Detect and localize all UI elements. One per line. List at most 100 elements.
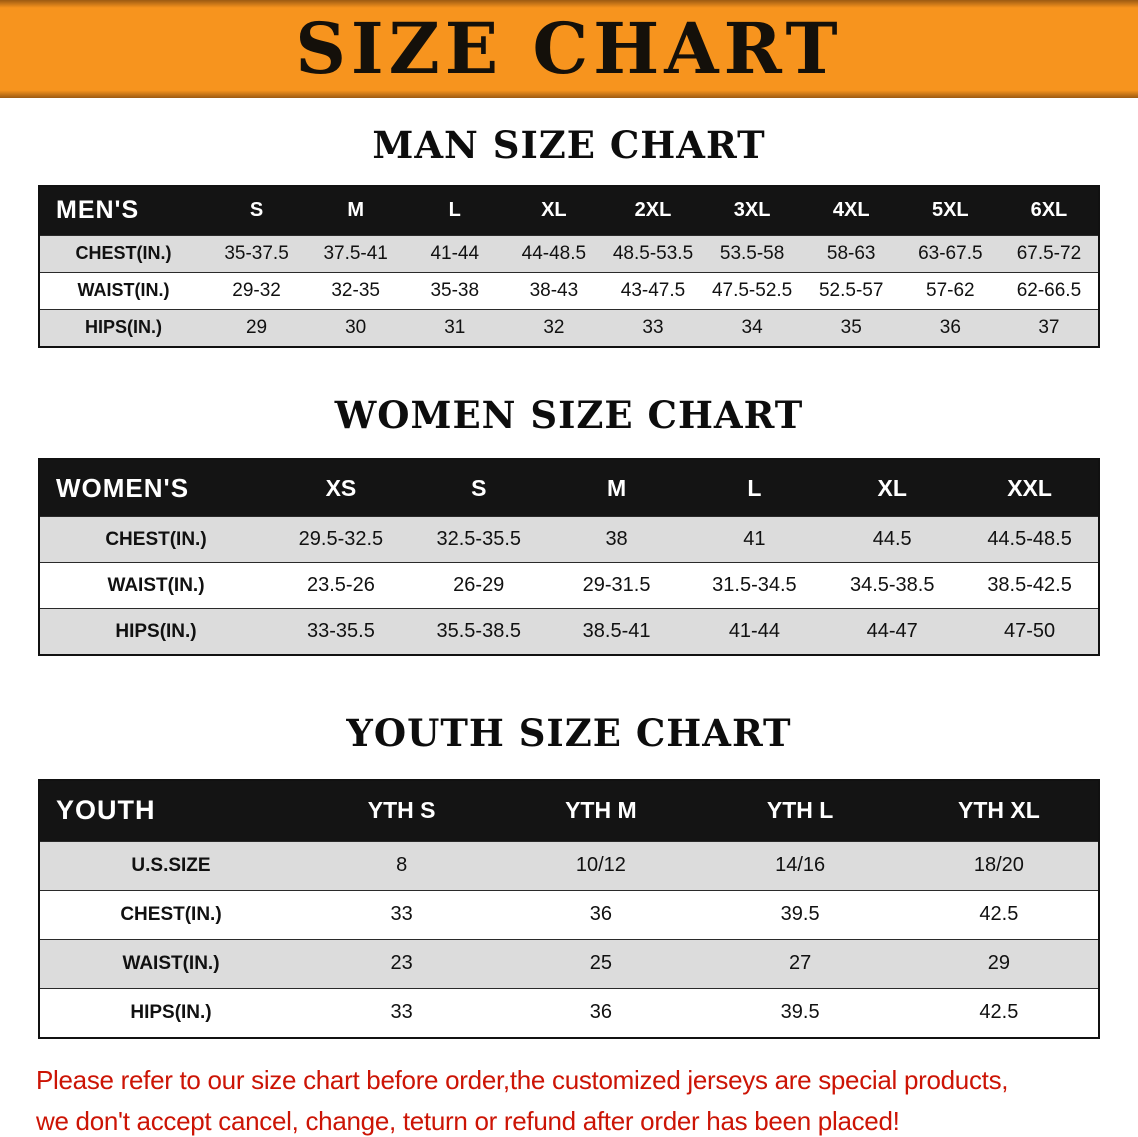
size-column-header: 4XL [801, 185, 901, 236]
row-label: WAIST(IN.) [39, 562, 272, 609]
size-value-cell: 38 [547, 516, 686, 563]
table-row: U.S.SIZE 8 10/12 14/16 18/20 [39, 840, 1099, 891]
size-value-cell: 33-35.5 [272, 608, 410, 656]
size-value-cell: 38-43 [504, 271, 604, 310]
table-row: WAIST(IN.) 23 25 27 29 [39, 938, 1099, 989]
size-value-cell: 67.5-72 [999, 234, 1099, 273]
size-value-cell: 44.5-48.5 [961, 516, 1099, 563]
size-value-cell: 44-47 [823, 608, 962, 656]
size-value-cell: 33 [302, 987, 502, 1038]
size-column-header: XL [823, 459, 962, 517]
women-size-section: WOMEN SIZE CHART WOMEN'S XS S M L XL XXL CHEST(… [0, 392, 1138, 657]
size-value-cell: 43-47.5 [603, 271, 703, 310]
table-row: HIPS(IN.) 33 36 39.5 42.5 [39, 987, 1099, 1038]
size-value-cell: 34 [702, 308, 802, 347]
size-column-header: 5XL [900, 185, 1000, 236]
size-column-header: M [306, 185, 406, 236]
size-value-cell: 37 [999, 308, 1099, 347]
table-corner-label: MEN'S [39, 185, 207, 236]
size-value-cell: 44-48.5 [504, 234, 604, 273]
size-value-cell: 48.5-53.5 [603, 234, 703, 273]
table-row: CHEST(IN.) 33 36 39.5 42.5 [39, 889, 1099, 940]
size-value-cell: 23.5-26 [272, 562, 410, 609]
size-value-cell: 32-35 [306, 271, 406, 310]
size-value-cell: 63-67.5 [900, 234, 1000, 273]
size-value-cell: 58-63 [801, 234, 901, 273]
size-value-cell: 29.5-32.5 [272, 516, 410, 563]
size-value-cell: 8 [302, 840, 502, 891]
row-label: CHEST(IN.) [39, 889, 302, 940]
size-value-cell: 29 [899, 938, 1099, 989]
size-column-header: XS [272, 459, 410, 517]
table-row: HIPS(IN.) 33-35.5 35.5-38.5 38.5-41 41-44 44-… [39, 608, 1099, 656]
size-value-cell: 36 [900, 308, 1000, 347]
men-size-section: MAN SIZE CHART MEN'S S M L XL 2XL 3XL 4XL 5XL 6XL… [0, 124, 1138, 348]
size-value-cell: 39.5 [700, 889, 900, 940]
table-row: WAIST(IN.) 23.5-26 26-29 29-31.5 31.5-34.5 34… [39, 562, 1099, 609]
size-value-cell: 26-29 [409, 562, 548, 609]
size-value-cell: 47.5-52.5 [702, 271, 802, 310]
size-column-header: L [685, 459, 824, 517]
size-value-cell: 31.5-34.5 [685, 562, 824, 609]
table-header-row: MEN'S S M L XL 2XL 3XL 4XL 5XL 6XL [39, 185, 1099, 236]
page-title: SIZE CHART [295, 7, 843, 90]
size-value-cell: 35-38 [405, 271, 505, 310]
size-value-cell: 34.5-38.5 [823, 562, 962, 609]
size-value-cell: 35 [801, 308, 901, 347]
size-value-cell: 36 [501, 889, 701, 940]
women-section-heading: WOMEN SIZE CHART [334, 392, 804, 437]
size-value-cell: 36 [501, 987, 701, 1038]
size-value-cell: 37.5-41 [306, 234, 406, 273]
size-value-cell: 27 [700, 938, 900, 989]
row-label: CHEST(IN.) [39, 516, 272, 563]
size-column-header: XL [504, 185, 604, 236]
size-value-cell: 57-62 [900, 271, 1000, 310]
table-header-row: YOUTH YTH S YTH M YTH L YTH XL [39, 779, 1099, 842]
banner: SIZE CHART [0, 0, 1138, 98]
size-value-cell: 35.5-38.5 [409, 608, 548, 656]
size-column-header: L [405, 185, 505, 236]
size-value-cell: 29 [207, 308, 307, 347]
size-value-cell: 30 [306, 308, 406, 347]
table-corner-label: WOMEN'S [39, 459, 272, 517]
size-value-cell: 33 [302, 889, 502, 940]
row-label: HIPS(IN.) [39, 608, 272, 656]
size-value-cell: 23 [302, 938, 502, 989]
table-row: HIPS(IN.) 29 30 31 32 33 34 35 36 37 [39, 308, 1099, 347]
size-value-cell: 39.5 [700, 987, 900, 1038]
men-section-heading: MAN SIZE CHART [372, 123, 766, 167]
size-value-cell: 29-32 [207, 271, 307, 310]
table-corner-label: YOUTH [39, 779, 302, 842]
size-column-header: M [547, 459, 686, 517]
size-value-cell: 31 [405, 308, 505, 347]
size-value-cell: 52.5-57 [801, 271, 901, 310]
size-value-cell: 47-50 [961, 608, 1099, 656]
size-value-cell: 33 [603, 308, 703, 347]
size-value-cell: 41-44 [405, 234, 505, 273]
row-label: U.S.SIZE [39, 840, 302, 891]
size-value-cell: 29-31.5 [547, 562, 686, 609]
table-row: CHEST(IN.) 29.5-32.5 32.5-35.5 38 41 44.5 44.5… [39, 516, 1099, 563]
size-value-cell: 42.5 [899, 889, 1099, 940]
size-value-cell: 25 [501, 938, 701, 989]
size-column-header: 6XL [999, 185, 1099, 236]
size-column-header: 3XL [702, 185, 802, 236]
size-column-header: YTH L [700, 779, 900, 842]
size-column-header: YTH M [501, 779, 701, 842]
note-line-1: Please refer to our size chart before or… [36, 1064, 1009, 1095]
row-label: HIPS(IN.) [39, 987, 302, 1038]
size-value-cell: 32.5-35.5 [409, 516, 548, 563]
row-label: WAIST(IN.) [39, 938, 302, 989]
table-row: WAIST(IN.) 29-32 32-35 35-38 38-43 43-47.5 47.… [39, 271, 1099, 310]
men-size-table: MEN'S S M L XL 2XL 3XL 4XL 5XL 6XL CHEST(IN.) 35-37… [38, 184, 1100, 348]
note-line-2: we don't accept cancel, change, teturn o… [36, 1105, 900, 1136]
row-label: HIPS(IN.) [39, 308, 207, 347]
youth-section-heading: YOUTH SIZE CHART [346, 711, 792, 756]
table-row: CHEST(IN.) 35-37.5 37.5-41 41-44 44-48.5 48.5… [39, 234, 1099, 273]
size-column-header: XXL [961, 459, 1099, 517]
size-column-header: 2XL [603, 185, 703, 236]
size-value-cell: 38.5-41 [547, 608, 686, 656]
women-size-table: WOMEN'S XS S M L XL XXL CHEST(IN.) 29.5-32.5 32.5… [38, 458, 1100, 657]
size-value-cell: 41 [685, 516, 824, 563]
size-value-cell: 53.5-58 [702, 234, 802, 273]
